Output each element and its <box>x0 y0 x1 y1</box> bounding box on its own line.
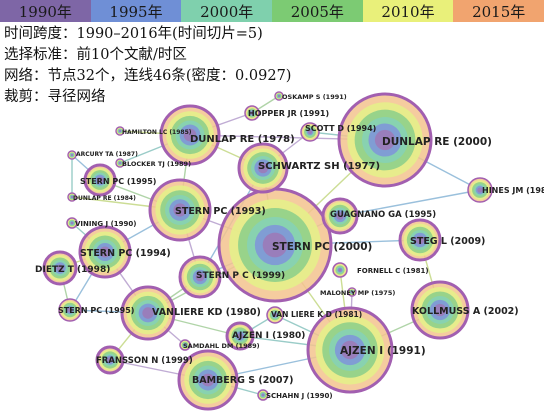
legend-1990: 1990年 <box>0 0 91 22</box>
node-label-scott1994: SCOTT D (1994) <box>305 124 376 133</box>
node-label-stern1995a: STERN PC (1995) <box>80 177 156 186</box>
node-dunlap1978[interactable] <box>159 104 221 166</box>
node-label-stern2000: STERN PC (2000) <box>272 241 372 253</box>
node-ajzen1980[interactable] <box>225 321 255 351</box>
node-label-maloney1975: MALONEY MP (1975) <box>320 289 395 297</box>
node-label-vanliere1980: VANLIERE KD (1980) <box>152 307 261 318</box>
edge-guagnano1995-hines1986 <box>339 189 481 217</box>
node-label-arcury1987: ARCURY TA (1987) <box>76 151 138 158</box>
node-schwartz1977[interactable] <box>237 142 289 194</box>
legend-2000: 2000年 <box>181 0 273 22</box>
node-ajzen1991[interactable] <box>306 306 394 394</box>
node-label-blocker1989: BLOCKER TJ (1989) <box>122 160 191 168</box>
legend-2010: 2010年 <box>362 0 454 22</box>
node-label-bamberg2007: BAMBERG S (2007) <box>192 375 293 386</box>
node-label-hopper1991: HOPPER JR (1991) <box>248 109 329 118</box>
node-oskamp1991[interactable] <box>274 91 284 101</box>
network-info-panel: 时间跨度：1990–2016年(时间切片=5) 选择标准：前10个文献/时区 网… <box>4 24 344 108</box>
node-label-dunlap1978: DUNLAP RE (1978) <box>190 134 295 145</box>
node-arcury1987[interactable] <box>67 150 77 160</box>
node-stern1993[interactable] <box>148 178 212 242</box>
node-stern1999[interactable] <box>178 255 222 299</box>
node-label-stern1994: STERN PC (1994) <box>80 248 171 259</box>
node-label-kollmuss2002: KOLLMUSS A (2002) <box>412 306 519 317</box>
node-stern1994[interactable] <box>78 225 132 279</box>
node-kollmuss2002[interactable] <box>410 280 470 340</box>
node-dunlap1984[interactable] <box>67 192 77 202</box>
node-label-fornell1981: FORNELL C (1981) <box>357 267 429 275</box>
node-stern1995a[interactable] <box>83 163 117 197</box>
node-label-oskamp1991: OSKAMP S (1991) <box>282 93 347 101</box>
node-label-stern1995b: STERN PC (1995) <box>58 306 134 315</box>
node-blocker1989[interactable] <box>115 158 125 168</box>
year-color-legend: 1990年 1995年 2000年 2005年 2010年 2015年 <box>0 0 544 22</box>
node-label-guagnano1995: GUAGNANO GA (1995) <box>330 210 436 220</box>
node-dietz1998[interactable] <box>42 250 78 286</box>
node-label-schwartz1977: SCHWARTZ SH (1977) <box>258 161 380 172</box>
node-label-hamilton1985: HAMILTON LC (1985) <box>122 129 192 136</box>
node-label-schahn1990: SCHAHN J (1990) <box>266 392 333 400</box>
node-dunlap2000[interactable] <box>337 92 433 188</box>
node-hopper1991[interactable] <box>244 105 260 121</box>
node-fornell1981[interactable] <box>332 262 348 278</box>
node-vanliere1981[interactable] <box>266 306 284 324</box>
network-nodes <box>42 91 493 411</box>
info-timespan: 时间跨度：1990–2016年(时间切片=5) <box>4 26 263 42</box>
node-label-vining1990: VINING J (1990) <box>75 220 136 228</box>
node-vanliere1980[interactable] <box>120 285 176 341</box>
node-samdahl1989[interactable] <box>179 339 191 351</box>
node-label-stern1999: STERN P C (1999) <box>196 271 285 281</box>
node-label-ajzen1991: AJZEN I (1991) <box>340 345 426 357</box>
node-schahn1990[interactable] <box>257 389 269 401</box>
node-label-dunlap1984: DUNLAP RE (1984) <box>73 195 136 202</box>
node-fransson1999[interactable] <box>95 345 125 375</box>
network-labels: DUNLAP RE (2000) STERN PC (2000) AJZEN I (… <box>35 93 544 400</box>
node-steg2009[interactable] <box>398 218 442 262</box>
info-network-stats: 网络：节点32个，连线46条(密度：0.0927) <box>4 68 292 84</box>
info-pruning: 裁剪：寻径网络 <box>4 89 106 105</box>
node-label-fransson1999: FRANSSON N (1999) <box>96 356 193 366</box>
node-vining1990[interactable] <box>66 217 78 229</box>
info-selection: 选择标准：前10个文献/时区 <box>4 47 187 63</box>
node-maloney1975[interactable] <box>347 287 357 297</box>
node-label-ajzen1980: AJZEN I (1980) <box>232 331 305 341</box>
node-label-steg2009: STEG L (2009) <box>410 236 485 247</box>
legend-1995: 1995年 <box>90 0 182 22</box>
legend-2015: 2015年 <box>453 0 544 22</box>
node-label-hines1986: HINES JM (1986) <box>482 186 544 195</box>
node-label-dunlap2000: DUNLAP RE (2000) <box>382 136 492 148</box>
node-stern1995b[interactable] <box>58 298 82 322</box>
node-hamilton1985[interactable] <box>115 126 125 136</box>
node-label-vanliere1981: VAN LIERE K D (1981) <box>271 310 362 319</box>
node-bamberg2007[interactable] <box>177 349 239 411</box>
node-label-samdahl1989: SAMDAHL DM (1989) <box>183 342 260 350</box>
node-label-stern1993: STERN PC (1993) <box>175 206 266 217</box>
legend-2005: 2005年 <box>272 0 363 22</box>
node-hines1986[interactable] <box>467 177 493 203</box>
node-guagnano1995[interactable] <box>321 197 359 235</box>
node-scott1994[interactable] <box>300 122 320 142</box>
node-stern2000[interactable] <box>217 187 333 303</box>
node-label-dietz1998: DIETZ T (1998) <box>35 265 110 275</box>
